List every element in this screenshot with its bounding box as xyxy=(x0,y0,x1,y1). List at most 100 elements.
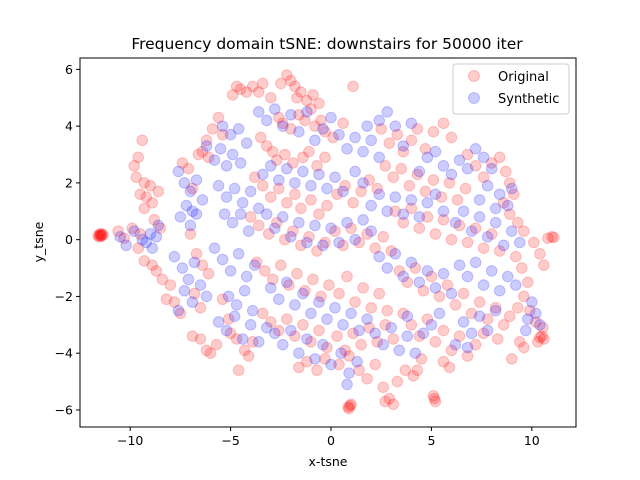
data-point xyxy=(214,143,227,155)
data-point xyxy=(401,330,414,342)
data-point xyxy=(355,338,367,351)
data-point xyxy=(146,196,159,209)
data-point xyxy=(389,248,402,260)
data-point xyxy=(383,392,396,405)
data-point xyxy=(477,279,490,291)
data-point xyxy=(421,313,434,325)
data-point xyxy=(305,103,317,115)
data-point xyxy=(429,188,442,201)
data-point xyxy=(347,327,359,340)
data-point xyxy=(497,319,510,331)
data-point xyxy=(409,262,422,274)
data-point xyxy=(178,177,191,189)
data-point xyxy=(313,324,325,337)
data-point xyxy=(313,208,325,220)
data-point xyxy=(343,402,355,415)
data-point xyxy=(536,330,548,342)
data-point xyxy=(289,80,301,93)
data-point xyxy=(333,287,345,300)
data-point xyxy=(281,196,293,209)
data-point xyxy=(281,69,293,81)
data-point xyxy=(321,199,333,212)
data-point xyxy=(465,327,478,340)
data-point xyxy=(520,324,532,337)
data-point xyxy=(307,273,319,286)
data-point xyxy=(459,182,472,195)
data-point xyxy=(419,143,432,155)
data-point xyxy=(345,222,357,235)
y-tick-label: 6 xyxy=(65,62,73,77)
data-point xyxy=(425,319,438,331)
data-point xyxy=(339,344,351,357)
data-point xyxy=(313,296,325,308)
data-point xyxy=(413,211,426,223)
data-point xyxy=(319,151,331,164)
data-point xyxy=(393,344,406,357)
data-point xyxy=(190,248,203,260)
data-point xyxy=(154,222,167,235)
y-tick-label: −6 xyxy=(55,402,73,417)
data-point xyxy=(325,358,337,371)
data-point xyxy=(473,194,486,206)
data-point xyxy=(240,137,253,149)
data-point xyxy=(445,233,458,246)
data-point xyxy=(377,381,390,394)
y-axis-ticks: −6 −4 −2 0 2 4 6 xyxy=(55,62,80,417)
data-point xyxy=(226,148,239,161)
data-point xyxy=(457,316,470,328)
data-point xyxy=(317,123,329,135)
data-point xyxy=(333,128,345,141)
data-point xyxy=(449,299,462,311)
data-point xyxy=(505,225,518,237)
data-point xyxy=(152,219,165,232)
data-point xyxy=(188,287,201,300)
data-point xyxy=(385,321,398,334)
data-point xyxy=(244,185,257,198)
data-point xyxy=(542,232,554,245)
data-point xyxy=(252,106,265,118)
data-point xyxy=(321,341,333,354)
data-point xyxy=(289,330,301,342)
data-point xyxy=(411,123,424,135)
x-axis-ticks: −10 −5 0 5 10 xyxy=(117,427,540,448)
data-point xyxy=(415,353,428,365)
data-point xyxy=(481,231,494,243)
data-point xyxy=(421,196,434,209)
data-point xyxy=(140,236,153,249)
chart-title: Frequency domain tSNE: downstairs for 50… xyxy=(131,35,523,53)
data-point xyxy=(453,259,466,272)
data-point xyxy=(538,259,550,272)
data-point xyxy=(216,253,229,266)
data-point xyxy=(266,273,279,286)
data-point xyxy=(182,162,195,175)
data-point xyxy=(216,128,229,141)
data-point xyxy=(172,304,185,317)
data-point xyxy=(194,279,207,291)
data-point xyxy=(287,225,299,237)
data-point xyxy=(389,120,402,132)
data-point xyxy=(485,162,498,175)
data-point xyxy=(433,290,446,303)
data-point xyxy=(375,123,388,135)
data-point xyxy=(301,355,313,368)
data-point xyxy=(349,233,361,246)
data-point xyxy=(309,353,321,365)
data-point xyxy=(381,106,394,118)
data-point xyxy=(397,307,410,320)
data-point xyxy=(522,313,534,325)
data-point xyxy=(303,231,315,243)
data-point xyxy=(220,160,233,172)
data-point xyxy=(469,338,482,351)
data-point xyxy=(128,225,141,237)
data-point xyxy=(228,182,241,195)
data-point xyxy=(427,126,440,138)
data-point xyxy=(327,131,339,144)
legend: Original Synthetic xyxy=(452,63,570,115)
data-point xyxy=(283,279,295,291)
data-point xyxy=(180,199,193,212)
data-point xyxy=(489,304,502,317)
data-point xyxy=(477,242,490,254)
data-point xyxy=(387,398,400,411)
legend-marker-original xyxy=(468,70,480,82)
data-point xyxy=(461,148,474,161)
